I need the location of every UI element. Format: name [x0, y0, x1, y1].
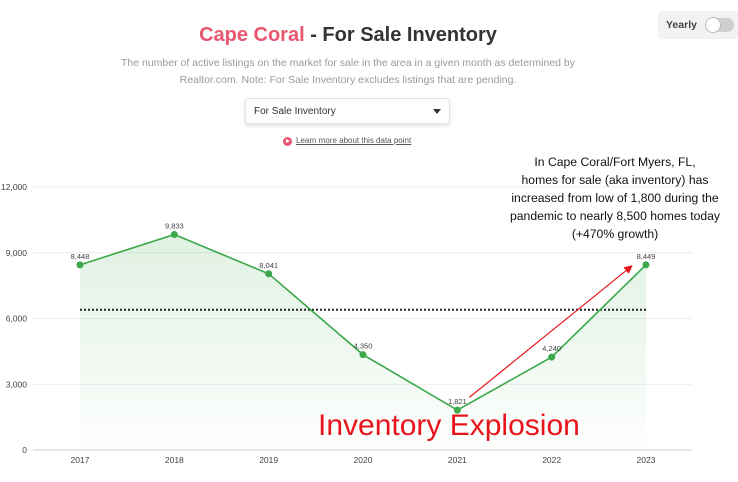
data-point [170, 230, 178, 238]
data-label: 4,240 [542, 344, 561, 353]
page-title: Cape Coral - For Sale Inventory [0, 24, 696, 47]
data-point [453, 406, 461, 414]
note-line: (+470% growth) [571, 227, 659, 241]
page-subtitle: The number of active listings on the mar… [120, 57, 576, 86]
y-tick-label: 3,000 [6, 379, 28, 389]
y-tick-label: 12,000 [1, 182, 27, 192]
yearly-toggle-container: Yearly [658, 11, 738, 39]
data-point [359, 351, 367, 359]
note-line: increased from low of 1,800 during the [511, 191, 719, 205]
chevron-down-icon [433, 109, 441, 114]
data-point [642, 261, 650, 269]
data-point [265, 270, 273, 278]
data-point [76, 261, 84, 269]
data-label: 8,449 [637, 252, 656, 261]
y-tick-label: 6,000 [6, 314, 28, 324]
note-line: pandemic to nearly 8,500 homes today [509, 209, 721, 223]
metric-select[interactable]: For Sale Inventory [245, 98, 450, 124]
x-tick-label: 2017 [71, 455, 90, 465]
data-label: 9,833 [165, 221, 184, 230]
data-label: 8,448 [71, 252, 90, 261]
data-label: 8,041 [259, 261, 278, 270]
x-tick-label: 2021 [448, 455, 467, 465]
x-tick-label: 2019 [259, 455, 278, 465]
x-tick-label: 2018 [165, 455, 184, 465]
x-tick-label: 2020 [354, 455, 373, 465]
annotation-note: In Cape Coral/Fort Myers, FL, homes for … [492, 153, 738, 243]
y-tick-label: 9,000 [6, 248, 28, 258]
yearly-toggle-switch[interactable] [705, 17, 734, 33]
toggle-knob [705, 17, 721, 33]
inventory-explosion-label: Inventory Explosion [318, 409, 580, 442]
metric-select-value: For Sale Inventory [254, 106, 336, 117]
city-name: Cape Coral [199, 24, 305, 46]
data-label: 1,821 [448, 397, 467, 406]
data-point [548, 353, 556, 361]
series-area [80, 234, 646, 450]
growth-arrow [468, 265, 633, 398]
play-circle-icon[interactable] [283, 137, 292, 146]
x-tick-label: 2022 [542, 455, 561, 465]
learn-more-link[interactable]: Learn more about this data point [296, 136, 412, 145]
data-label: 4,350 [354, 342, 373, 351]
note-line: homes for sale (aka inventory) has [521, 173, 709, 187]
y-tick-label: 0 [22, 445, 27, 455]
x-tick-label: 2023 [637, 455, 656, 465]
title-suffix: - For Sale Inventory [304, 24, 497, 46]
yearly-toggle-label: Yearly [666, 19, 697, 31]
note-line: In Cape Coral/Fort Myers, FL, [534, 155, 696, 169]
